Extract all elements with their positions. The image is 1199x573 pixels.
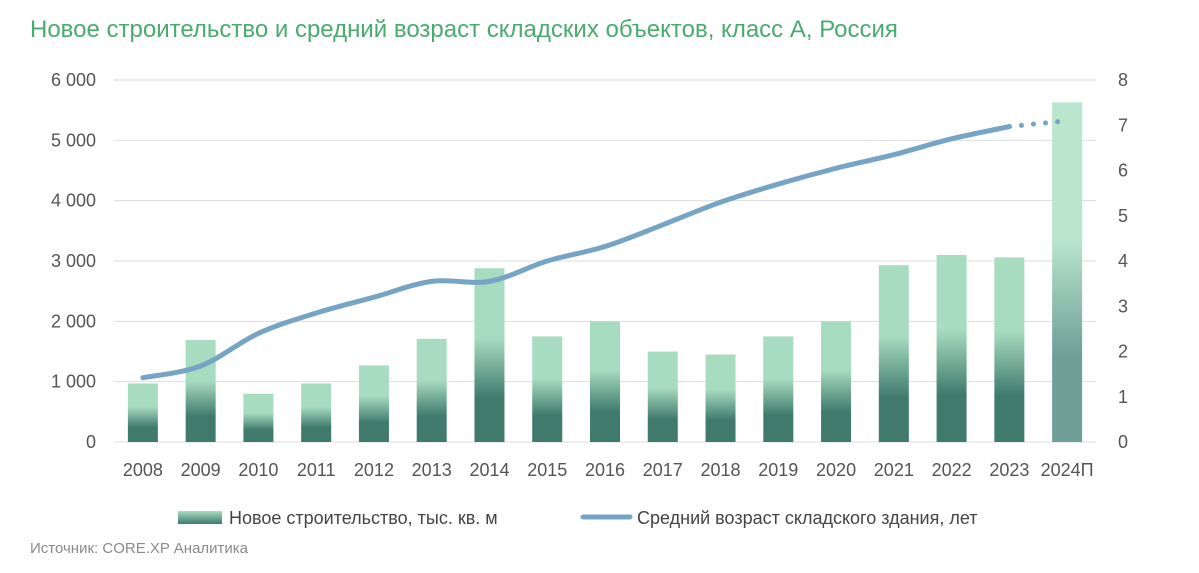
x-tick-label: 2010 [238, 460, 278, 480]
x-tick-label: 2015 [527, 460, 567, 480]
y-axis-right: 0 1 2 3 4 5 6 7 8 [1118, 70, 1128, 452]
x-tick-label: 2016 [585, 460, 625, 480]
y-left-tick-label: 5 000 [51, 130, 96, 150]
y-left-tick-label: 4 000 [51, 191, 96, 211]
x-tick-label: 2021 [874, 460, 914, 480]
bar [127, 383, 158, 442]
y-left-tick-label: 6 000 [51, 70, 96, 90]
source-note: Источник: CORE.XP Аналитика [30, 540, 249, 557]
y-right-tick-label: 2 [1118, 342, 1128, 362]
bar [474, 268, 505, 442]
bar [647, 351, 678, 442]
x-tick-label: 2009 [181, 460, 221, 480]
bar [705, 354, 736, 442]
y-axis-left: 0 1 000 2 000 3 000 4 000 5 000 6 000 [51, 70, 96, 452]
age-line [140, 124, 1012, 381]
bar [416, 338, 447, 442]
bar [243, 393, 274, 442]
bar [878, 265, 909, 442]
bar-series [127, 102, 1083, 442]
bar [185, 340, 216, 442]
y-right-tick-label: 5 [1118, 206, 1128, 226]
y-right-tick-label: 8 [1118, 70, 1128, 90]
y-left-tick-label: 2 000 [51, 311, 96, 331]
x-tick-label: 2022 [932, 460, 972, 480]
x-tick-label: 2020 [816, 460, 856, 480]
bar [358, 365, 389, 442]
x-axis: 2008 2009 2010 2011 2012 2013 2014 2015 2016 2017… [123, 460, 1094, 480]
x-tick-label: 2011 [297, 460, 336, 480]
x-tick-label: 2012 [354, 460, 394, 480]
legend-label-line: Средний возраст складского здания, лет [637, 508, 978, 528]
y-right-tick-label: 3 [1118, 296, 1128, 316]
y-right-tick-label: 4 [1118, 251, 1128, 271]
line-series [140, 118, 1070, 381]
y-right-tick-label: 6 [1118, 161, 1128, 181]
y-left-tick-label: 3 000 [51, 251, 96, 271]
legend-swatch-bars [178, 511, 222, 524]
y-right-tick-label: 1 [1118, 387, 1128, 407]
y-right-tick-label: 0 [1118, 432, 1128, 452]
bar [1052, 102, 1083, 442]
y-left-tick-label: 1 000 [51, 372, 96, 392]
bar [994, 257, 1025, 442]
bar [821, 321, 852, 442]
bar [936, 254, 967, 442]
x-tick-label: 2019 [758, 460, 798, 480]
bar [301, 383, 332, 442]
x-tick-label: 2013 [412, 460, 452, 480]
y-right-tick-label: 7 [1118, 115, 1128, 135]
x-tick-label: 2017 [643, 460, 683, 480]
x-tick-label: 2018 [701, 460, 741, 480]
bar [763, 336, 794, 442]
chart-title: Новое строительство и средний возраст ск… [30, 16, 898, 43]
x-tick-label: 2014 [469, 460, 509, 480]
legend-label-bars: Новое строительство, тыс. кв. м [229, 508, 498, 528]
x-tick-label: 2023 [989, 460, 1029, 480]
y-left-tick-label: 0 [86, 432, 96, 452]
legend: Новое строительство, тыс. кв. м Средний … [178, 508, 978, 528]
x-tick-label: 2008 [123, 460, 163, 480]
bar [532, 336, 563, 442]
bar [590, 321, 620, 442]
x-tick-label: 2024П [1041, 460, 1094, 480]
